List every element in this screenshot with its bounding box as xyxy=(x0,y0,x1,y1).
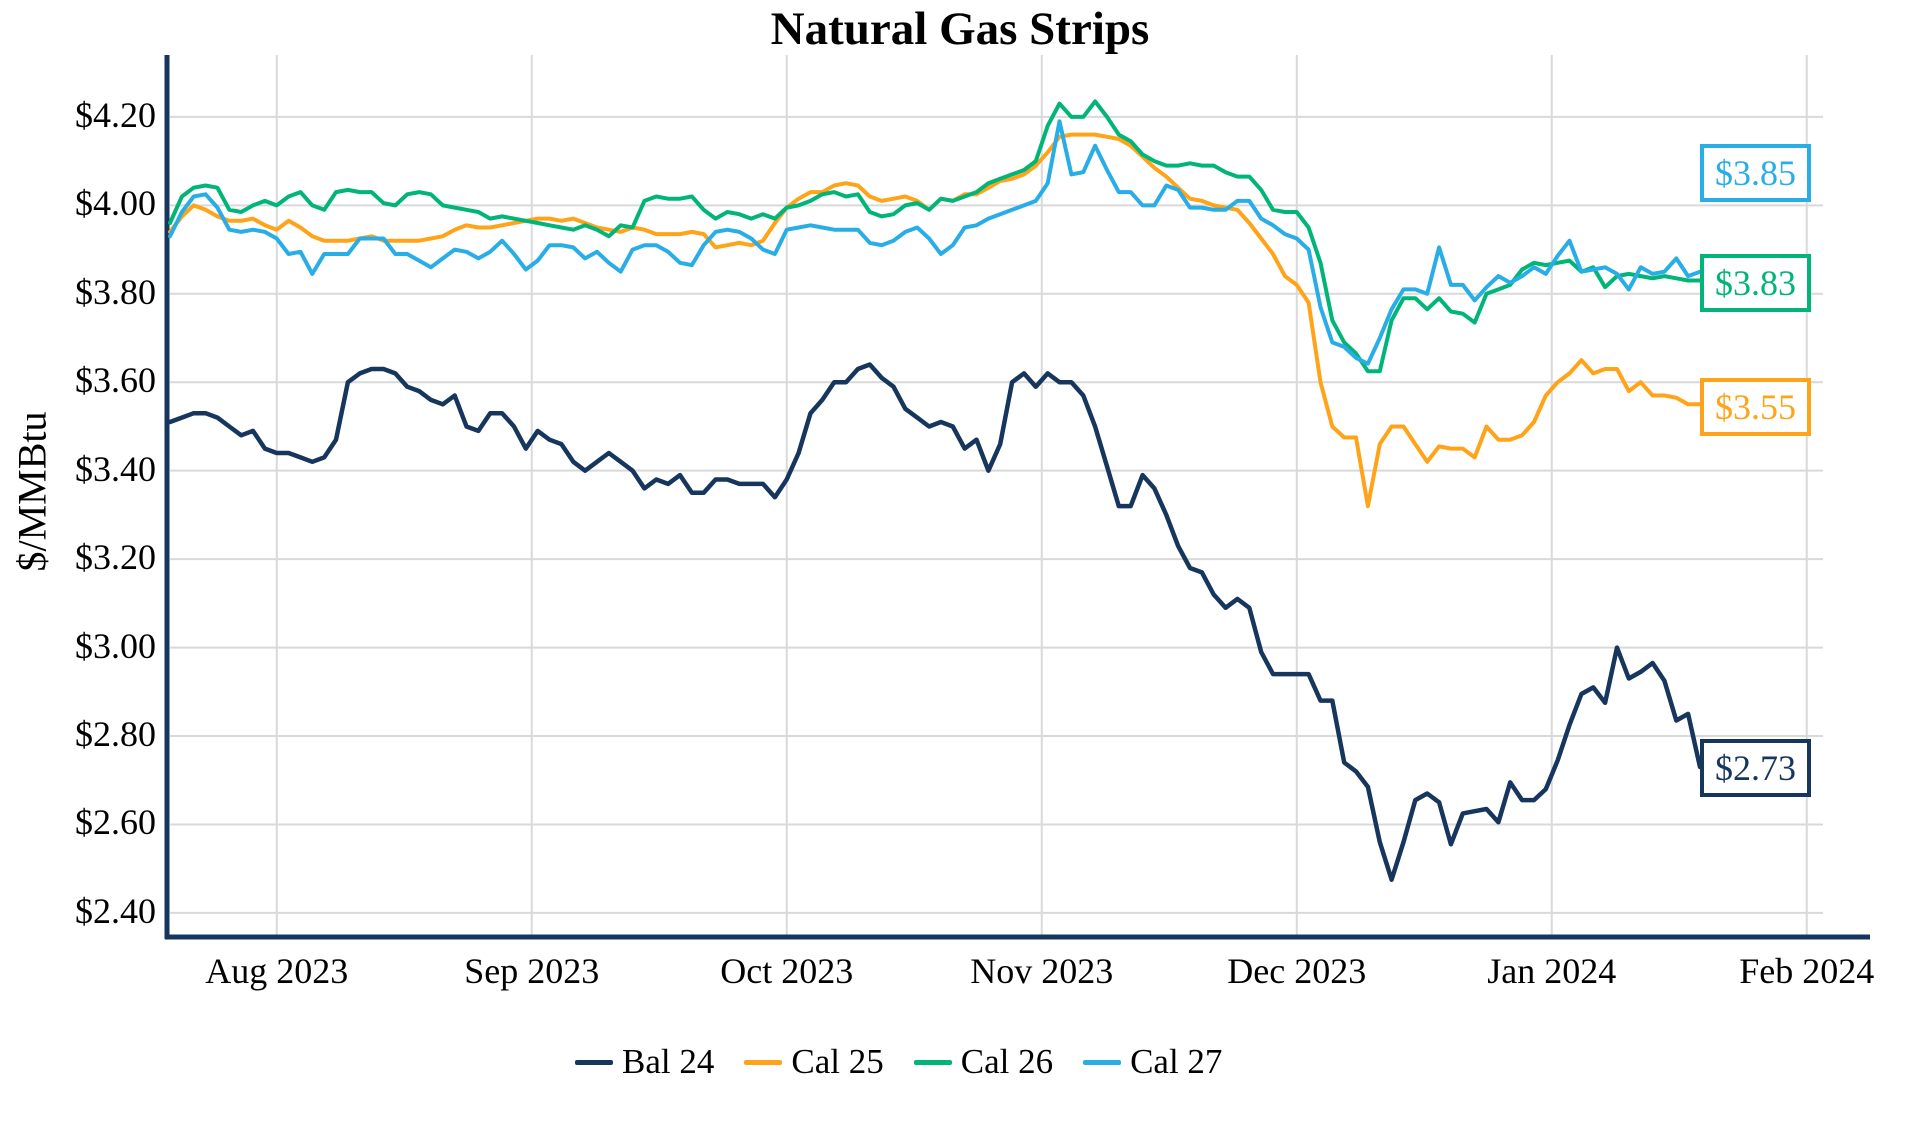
legend-item-bal-24: Bal 24 xyxy=(575,1042,714,1082)
legend-item-cal-27: Cal 27 xyxy=(1083,1042,1222,1082)
series-line-bal-24 xyxy=(167,362,1703,882)
x-tick-label: Jan 2024 xyxy=(1487,951,1617,991)
chart-legend: Bal 24 Cal 25 Cal 26 Cal 27 xyxy=(575,1042,1252,1082)
y-tick-label: $2.80 xyxy=(75,714,156,754)
y-tick-label: $3.40 xyxy=(75,448,156,489)
end-label-cal-26: $3.83 xyxy=(1700,254,1811,312)
legend-label-bal-24: Bal 24 xyxy=(622,1042,715,1081)
y-tick-label: $2.40 xyxy=(75,890,156,931)
end-label-cal-25: $3.55 xyxy=(1700,378,1811,436)
series-line-cal-26 xyxy=(168,99,1702,374)
y-tick-label: $3.60 xyxy=(75,360,156,401)
series-line-cal-27 xyxy=(168,119,1702,366)
y-tick-label: $4.20 xyxy=(75,94,156,135)
end-label-bal-24: $2.73 xyxy=(1700,739,1811,797)
x-tick-label: Oct 2023 xyxy=(720,951,854,991)
legend-label-cal-27: Cal 27 xyxy=(1130,1042,1223,1081)
y-tick-label: $2.60 xyxy=(75,802,156,843)
y-tick-label: $3.00 xyxy=(75,625,156,666)
legend-swatch-cal-25 xyxy=(744,1059,783,1065)
legend-label-cal-26: Cal 26 xyxy=(960,1042,1054,1081)
legend-swatch-cal-26 xyxy=(913,1059,952,1065)
x-tick-label: Aug 2023 xyxy=(205,951,349,991)
x-tick-label: Nov 2023 xyxy=(970,951,1114,991)
x-tick-label: Sep 2023 xyxy=(464,951,600,991)
legend-swatch-bal-24 xyxy=(575,1059,613,1065)
chart-title: Natural Gas Strips xyxy=(770,3,1150,55)
legend-swatch-cal-27 xyxy=(1083,1059,1122,1065)
legend-item-cal-25: Cal 25 xyxy=(744,1042,884,1082)
y-tick-label: $3.20 xyxy=(75,537,156,578)
x-tick-label: Feb 2024 xyxy=(1739,951,1875,991)
legend-item-cal-26: Cal 26 xyxy=(913,1042,1054,1082)
end-label-cal-27: $3.85 xyxy=(1700,144,1811,202)
y-tick-label: $3.80 xyxy=(75,271,156,312)
y-tick-label: $4.00 xyxy=(75,183,156,224)
x-tick-label: Dec 2023 xyxy=(1227,951,1367,991)
legend-label-cal-25: Cal 25 xyxy=(791,1042,884,1081)
